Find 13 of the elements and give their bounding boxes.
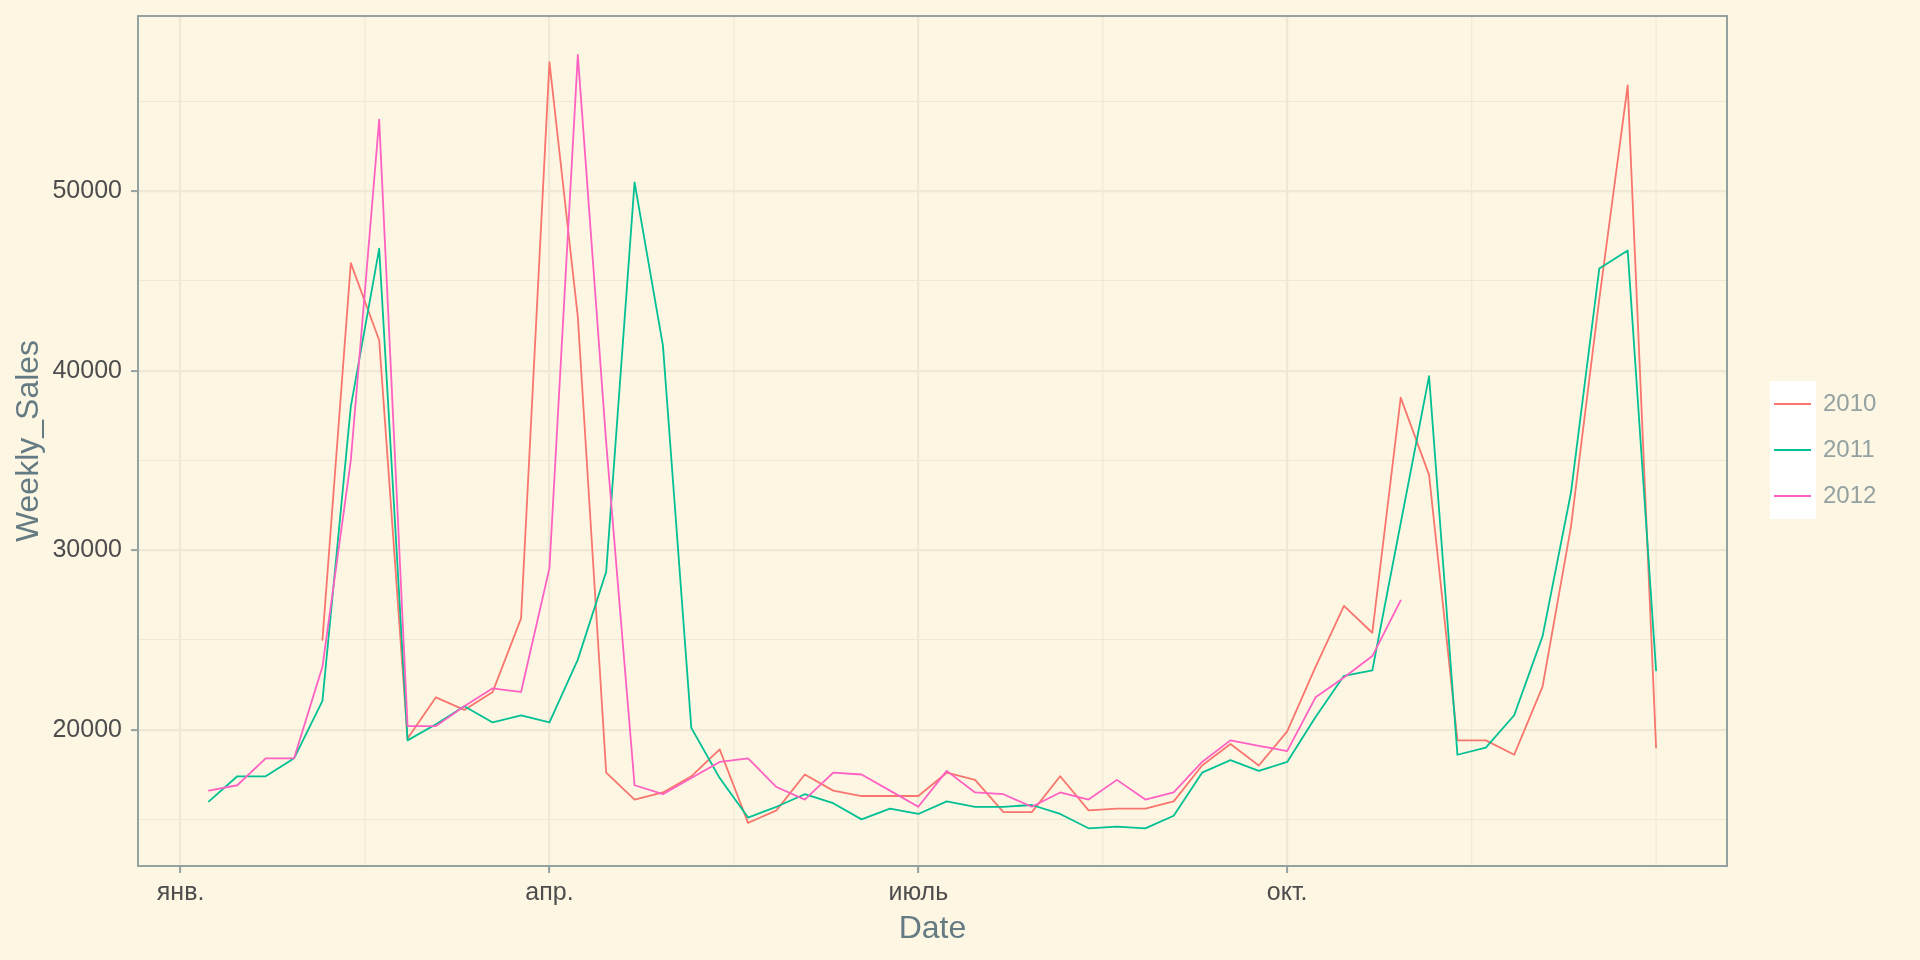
x-axis-title: Date xyxy=(898,908,967,945)
y-tick-label: 30000 xyxy=(52,534,122,563)
x-tick-label: янв. xyxy=(156,876,205,905)
x-tick-label: апр. xyxy=(525,876,574,905)
y-tick-label: 40000 xyxy=(52,354,122,383)
legend-label: 2012 xyxy=(1823,480,1877,508)
y-axis-title: Weekly_Sales xyxy=(9,339,46,543)
x-tick-label: июль xyxy=(888,876,949,905)
legend-label: 2011 xyxy=(1823,434,1875,462)
x-tick-label: окт. xyxy=(1266,876,1308,905)
y-tick-label: 50000 xyxy=(52,175,122,204)
y-tick-label: 20000 xyxy=(52,713,122,742)
legend-label: 2010 xyxy=(1823,388,1877,416)
